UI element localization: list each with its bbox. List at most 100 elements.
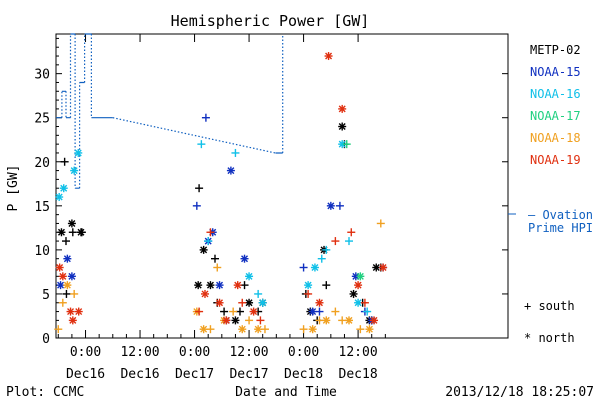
data-point-north [55, 263, 64, 272]
data-point-north [226, 166, 235, 175]
data-point-south [206, 228, 215, 237]
x-tick-time-label: 0:00 [288, 345, 319, 360]
data-point-south [195, 307, 204, 316]
legend-entry: METP-02 [530, 43, 581, 57]
data-point-north [349, 289, 358, 298]
x-tick-day-label: Dec17 [229, 367, 268, 382]
data-point-north [215, 298, 224, 307]
y-axis-ticks: 0 5 10 15 20 25 30 [34, 37, 508, 347]
data-point-north [356, 272, 365, 281]
legend-entry: NOAA-15 [530, 65, 581, 79]
data-point-north [258, 298, 267, 307]
data-point-south [299, 263, 308, 272]
data-point-north [57, 228, 66, 237]
data-point-north [66, 307, 75, 316]
satellite-data-points [54, 52, 388, 334]
y-tick-label: 15 [34, 200, 50, 215]
data-point-north [369, 316, 378, 325]
data-point-north [338, 122, 347, 131]
marker-key-south: + south [524, 299, 575, 313]
data-point-south [356, 325, 365, 334]
data-point-south [231, 148, 240, 157]
data-point-north [233, 281, 242, 290]
data-point-south [347, 228, 356, 237]
data-point-north [365, 325, 374, 334]
y-tick-label: 5 [42, 288, 50, 303]
data-point-south [304, 289, 313, 298]
y-tick-label: 0 [42, 332, 50, 347]
data-point-south [317, 254, 326, 263]
y-tick-label: 10 [34, 244, 50, 259]
y-tick-label: 25 [34, 112, 50, 127]
x-tick-time-label: 12:00 [120, 345, 159, 360]
data-point-north [245, 298, 254, 307]
data-point-south [338, 316, 347, 325]
data-point-north [322, 316, 331, 325]
data-point-north [324, 52, 333, 61]
data-point-north [345, 316, 354, 325]
legend-entry: NOAA-18 [530, 131, 581, 145]
data-point-south [68, 228, 77, 237]
x-tick-time-label: 12:00 [339, 345, 378, 360]
data-point-south [335, 201, 344, 210]
data-point-north [58, 272, 67, 281]
data-point-south [201, 113, 210, 122]
legend-entry: NOAA-16 [530, 87, 581, 101]
data-point-north [56, 281, 65, 290]
y-tick-label: 20 [34, 156, 50, 171]
data-point-south [61, 237, 70, 246]
data-point-north [55, 193, 64, 202]
data-point-north [215, 281, 224, 290]
ovation-legend-line1: – Ovation [528, 208, 593, 222]
x-tick-day-label: Dec18 [284, 367, 323, 382]
data-point-south [192, 201, 201, 210]
data-point-south [235, 307, 244, 316]
data-point-north [379, 263, 388, 272]
data-point-south [206, 325, 215, 334]
data-point-south [260, 325, 269, 334]
data-point-south [197, 140, 206, 149]
data-point-north [245, 272, 254, 281]
data-point-north [67, 219, 76, 228]
data-point-south [229, 307, 238, 316]
data-point-south [376, 219, 385, 228]
data-point-south [70, 289, 79, 298]
data-point-north [326, 201, 335, 210]
data-point-north [231, 316, 240, 325]
data-point-north [199, 245, 208, 254]
data-point-north [59, 184, 68, 193]
data-point-south [210, 254, 219, 263]
x-tick-day-label: Dec17 [175, 367, 214, 382]
data-point-south [77, 228, 86, 237]
data-point-south [360, 298, 369, 307]
data-point-south [204, 237, 213, 246]
legend-entry: NOAA-17 [530, 109, 581, 123]
data-point-north [199, 325, 208, 334]
data-point-south [322, 245, 331, 254]
y-axis-label: P [GW] [6, 165, 21, 212]
legend-entry: NOAA-19 [530, 153, 581, 167]
data-point-north [206, 281, 215, 290]
plot-credit: Plot: CCMC [6, 385, 84, 400]
data-point-south [322, 281, 331, 290]
ovation-solid-segments [56, 33, 283, 189]
data-point-north [74, 307, 83, 316]
data-point-north [222, 316, 231, 325]
x-tick-day-label: Dec18 [339, 367, 378, 382]
legend: METP-02 NOAA-15 NOAA-16 NOAA-17 NOAA-18 NOAA-… [530, 43, 581, 167]
x-tick-time-label: 0:00 [70, 345, 101, 360]
x-tick-day-label: Dec16 [120, 367, 159, 382]
data-point-south [62, 289, 71, 298]
chart-title: Hemispheric Power [GW] [171, 12, 370, 30]
data-point-south [315, 316, 324, 325]
data-point-south [213, 263, 222, 272]
data-point-south [238, 298, 247, 307]
data-point-north [354, 281, 363, 290]
data-point-north [308, 307, 317, 316]
data-point-south [345, 237, 354, 246]
data-point-south [363, 307, 372, 316]
x-tick-time-label: 0:00 [179, 345, 210, 360]
data-point-south [315, 307, 324, 316]
data-point-north [304, 281, 313, 290]
